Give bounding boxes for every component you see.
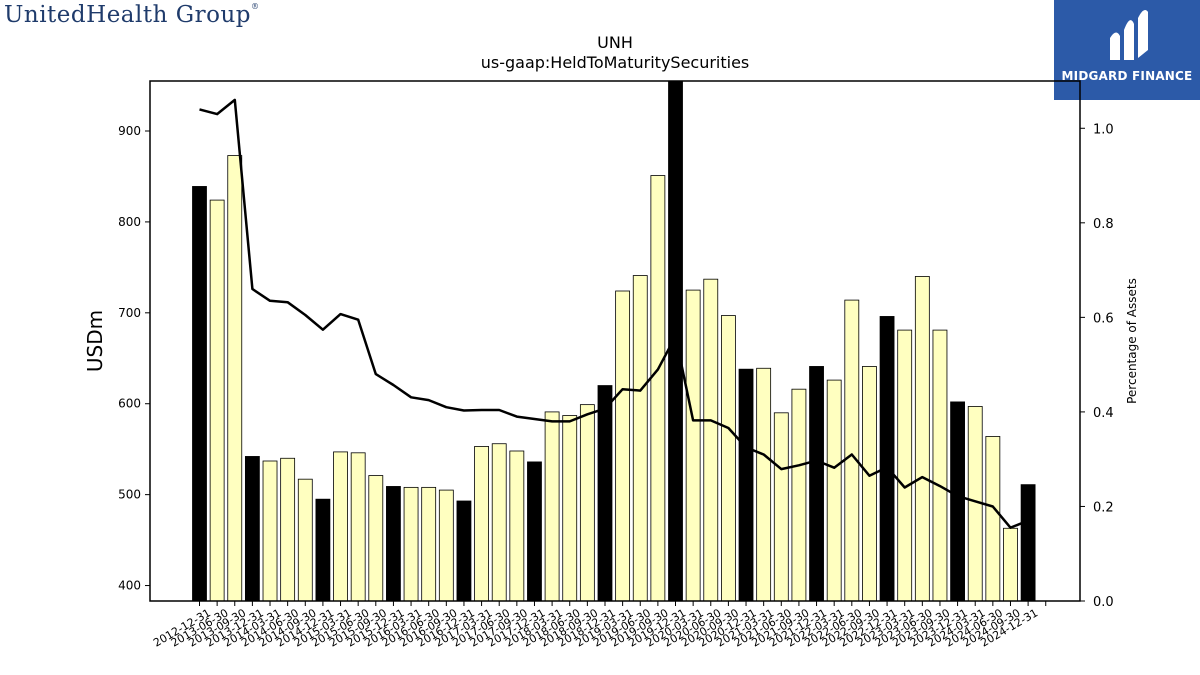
chart-title: UNH: [597, 33, 633, 52]
bar-2017-06-30: [509, 450, 525, 602]
y-axis-label: USDm: [83, 310, 107, 372]
bar-series: [192, 80, 1036, 602]
bar-2018-03-31: [562, 415, 578, 602]
bar-2021-09-30: [809, 366, 824, 602]
bar-2015-09-30: [386, 486, 401, 602]
y2-tick-label: 0.0: [1093, 595, 1114, 610]
bar-2022-09-30: [879, 316, 895, 602]
right-axis-ticks: 0.0 0.2 0.4 0.6 0.8 1.0: [1080, 122, 1114, 610]
bar-2024-09-30: [1020, 484, 1036, 602]
bar-2019-06-30: [650, 175, 666, 602]
bar-2021-06-30: [791, 388, 807, 602]
y-tick-label: 600: [118, 397, 141, 411]
bar-2016-06-30: [438, 489, 454, 602]
midgard-finance-text: MIDGARD FINANCE: [1061, 69, 1193, 83]
bar-2023-03-31: [914, 276, 930, 602]
bar-2019-12-31: [685, 289, 701, 602]
x-axis-ticks: 2012-12-312013-06-302013-09-302013-12-31…: [151, 601, 1047, 650]
bar-2023-09-30: [950, 401, 965, 602]
bar-2017-12-31: [544, 411, 560, 602]
bar-2016-03-31: [421, 486, 437, 602]
bar-2014-03-31: [280, 457, 296, 602]
bar-2024-03-31: [985, 436, 1001, 602]
unitedhealth-logo-text: UnitedHealth Group: [4, 2, 251, 28]
plot-frame: [149, 80, 1081, 602]
bar-2013-12-31: [262, 460, 278, 602]
bar-2017-09-30: [527, 461, 542, 602]
y-tick-label: 800: [118, 215, 141, 229]
bar-2016-12-31: [474, 446, 489, 602]
bar-2020-09-30: [738, 368, 754, 602]
midgard-finance-logo: MIDGARD FINANCE: [1054, 0, 1200, 100]
midgard-emblem-icon: [1110, 10, 1148, 60]
bar-2013-06-30: [227, 155, 243, 602]
bar-2020-12-31: [756, 367, 772, 602]
bar-2017-03-31: [491, 443, 507, 602]
y-tick-label: 400: [118, 579, 141, 593]
bar-2015-12-31: [403, 486, 419, 602]
chart-subtitle: us-gaap:HeldToMaturitySecurities: [481, 53, 750, 72]
bar-2015-03-31: [350, 452, 366, 602]
bar-2014-06-30: [297, 478, 313, 602]
bar-2021-12-31: [826, 379, 842, 602]
y-tick-label: 900: [118, 124, 141, 138]
y2-tick-label: 0.8: [1093, 217, 1114, 232]
y-tick-label: 500: [118, 488, 141, 502]
bar-2021-03-31: [773, 412, 789, 602]
bar-2022-03-31: [844, 299, 860, 602]
bar-2018-06-30: [579, 404, 595, 602]
y2-tick-label: 0.2: [1093, 500, 1114, 515]
bar-2016-09-30: [456, 500, 472, 602]
bar-2012-12-31: [192, 186, 207, 602]
bar-2023-06-30: [932, 329, 948, 602]
pct-assets-line: [199, 98, 1029, 529]
bar-2013-03-31: [209, 199, 225, 602]
left-axis-ticks: 400 500 600 700 800 900: [118, 124, 150, 593]
bar-2014-12-31: [333, 451, 348, 602]
bar-2020-03-31: [703, 278, 719, 602]
y2-axis-label: Percentage of Assets: [1125, 278, 1139, 404]
y2-tick-label: 0.6: [1093, 311, 1114, 326]
y-tick-label: 700: [118, 306, 141, 320]
bar-2019-03-31: [632, 275, 648, 602]
bar-2022-06-30: [862, 366, 877, 602]
bar-2014-09-30: [315, 498, 331, 602]
bar-2013-09-30: [244, 456, 260, 602]
bar-2015-06-30: [368, 475, 384, 602]
bar-2020-06-30: [721, 315, 736, 602]
bar-2018-09-30: [597, 385, 613, 602]
bar-2024-06-30: [1003, 527, 1018, 602]
y2-tick-label: 1.0: [1093, 122, 1114, 137]
y2-tick-label: 0.4: [1093, 406, 1114, 421]
pct-assets-polyline: [199, 98, 1029, 529]
bar-2018-12-31: [615, 290, 631, 602]
bar-2022-12-31: [897, 329, 913, 602]
unitedhealth-logo: UnitedHealth Group®: [4, 2, 260, 28]
